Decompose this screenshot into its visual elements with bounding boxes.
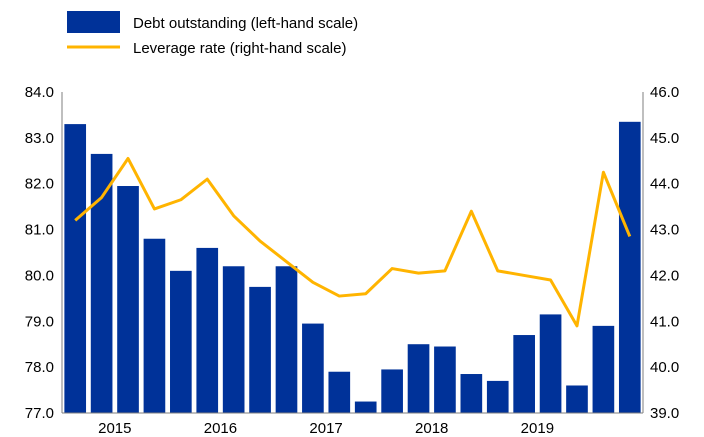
line-leverage-rate	[74, 156, 632, 328]
right-axis-tick-label: 43.0	[650, 222, 679, 239]
x-axis-tick-label: 2015	[98, 420, 131, 437]
right-axis-tick-label: 44.0	[650, 176, 679, 193]
x-axis-tick-label: 2019	[521, 420, 554, 437]
bar-debt-outstanding	[566, 385, 588, 413]
right-axis-tick-label: 45.0	[650, 130, 679, 147]
bar-debt-outstanding	[196, 247, 219, 413]
left-axis-tick-labels: 77.0 78.0 79.0 80.0 81.0 82.0 83.0 84.0	[25, 84, 54, 422]
legend: Debt outstanding (left-hand scale) Lever…	[67, 11, 358, 57]
bar-debt-outstanding	[592, 325, 615, 413]
right-axis-tick-label: 41.0	[650, 313, 679, 330]
bar-debt-outstanding	[90, 153, 113, 413]
legend-swatch-debt-outstanding	[67, 11, 120, 33]
bar-debt-outstanding	[170, 270, 192, 413]
bar-debt-outstanding	[434, 346, 456, 413]
bar-debt-outstanding	[539, 314, 562, 413]
x-axis-tick-label: 2016	[204, 420, 237, 437]
left-axis-tick-label: 83.0	[25, 130, 54, 147]
legend-label-debt-outstanding: Debt outstanding (left-hand scale)	[133, 15, 358, 32]
left-axis-tick-label: 77.0	[25, 405, 54, 422]
line-series-leverage-rate	[74, 156, 632, 328]
bar-debt-outstanding	[354, 401, 377, 413]
x-axis-tick-labels: 2015 2016 2017 2018 2019	[98, 420, 554, 437]
left-axis-tick-label: 79.0	[25, 313, 54, 330]
x-axis-tick-label: 2017	[309, 420, 342, 437]
left-axis-tick-label: 80.0	[25, 267, 54, 284]
right-axis-tick-label: 40.0	[650, 359, 679, 376]
bar-debt-outstanding	[222, 266, 245, 413]
right-axis-tick-labels: 39.0 40.0 41.0 42.0 43.0 44.0 45.0 46.0	[650, 84, 679, 422]
x-axis-tick-label: 2018	[415, 420, 448, 437]
bar-debt-outstanding	[618, 121, 641, 413]
bar-debt-outstanding	[64, 124, 87, 413]
left-axis-tick-label: 78.0	[25, 359, 54, 376]
bar-debt-outstanding	[460, 374, 483, 413]
bar-debt-outstanding	[275, 266, 298, 413]
bar-debt-outstanding	[117, 186, 139, 413]
left-axis-tick-label: 84.0	[25, 84, 54, 101]
legend-label-leverage-rate: Leverage rate (right-hand scale)	[133, 40, 346, 57]
left-axis-tick-label: 81.0	[25, 222, 54, 239]
bar-debt-outstanding	[486, 380, 509, 413]
bar-series-debt-outstanding	[64, 121, 641, 413]
right-axis-tick-label: 39.0	[650, 405, 679, 422]
bar-debt-outstanding	[381, 369, 403, 413]
bar-debt-outstanding	[249, 286, 271, 413]
left-axis-tick-label: 82.0	[25, 176, 54, 193]
bar-debt-outstanding	[302, 323, 324, 413]
bar-debt-outstanding	[143, 238, 166, 413]
right-axis-tick-label: 42.0	[650, 267, 679, 284]
right-axis-tick-label: 46.0	[650, 84, 679, 101]
bar-debt-outstanding	[407, 344, 430, 413]
axes	[61, 92, 644, 414]
bar-debt-outstanding	[513, 335, 535, 413]
bar-debt-outstanding	[328, 371, 351, 413]
